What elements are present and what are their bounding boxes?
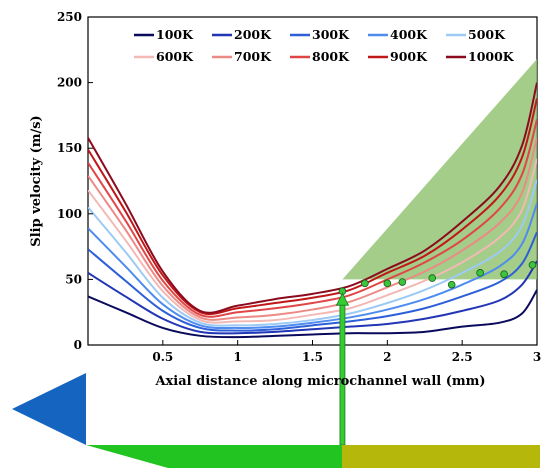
legend-label-400k: 400K: [390, 27, 428, 42]
y-axis-label: Slip velocity (m/s): [29, 115, 44, 246]
y-tick-label: 100: [57, 207, 82, 221]
x-tick-label: 1: [233, 350, 241, 364]
series-line-1000k: [88, 82, 537, 314]
legend: 100K 200K 300K 400K 500K 600K 700K 800K 900K 1000…: [134, 27, 515, 64]
series-line-300k: [88, 231, 537, 332]
y-tick-label: 0: [74, 338, 82, 352]
legend-label-200k: 200K: [234, 27, 272, 42]
series-line-600k: [88, 158, 537, 324]
legend-label-800k: 800K: [312, 49, 350, 64]
y-tick-label: 150: [57, 141, 82, 155]
shaded-region-layer: [342, 58, 537, 280]
legend-label-300k: 300K: [312, 27, 350, 42]
blue-wedge-shape: [12, 373, 86, 445]
legend-label-500k: 500K: [468, 27, 506, 42]
y-tick-label: 50: [65, 272, 82, 286]
axis-layer: 0.5 1 1.5 2 2.5 3 0 50 100 150 200 250: [57, 10, 541, 364]
x-tick-label: 2: [383, 350, 391, 364]
series-line-900k: [88, 98, 537, 316]
series-line-200k: [88, 260, 537, 335]
x-axis-label: Axial distance along microchannel wall (…: [154, 374, 485, 389]
marker-layer: [338, 261, 537, 296]
arrow-head: [335, 292, 350, 306]
legend-label-100k: 100K: [156, 27, 194, 42]
green-wedge-bar: [86, 445, 342, 468]
x-tick-label: 3: [533, 350, 541, 364]
series-layer: [88, 82, 537, 339]
series-line-700k: [88, 137, 537, 321]
x-tick-label: 2.5: [452, 350, 473, 364]
legend-label-700k: 700K: [234, 49, 272, 64]
marker-point-3: [383, 279, 392, 288]
marker-point-9: [528, 261, 537, 269]
marker-point-2: [361, 279, 369, 288]
series-line-400k: [88, 202, 537, 330]
legend-label-1000k: 1000K: [468, 49, 515, 64]
series-line-800k: [88, 119, 537, 318]
series-line-500k: [88, 179, 537, 327]
olive-bar-segment: [342, 445, 540, 468]
shaded-region: [342, 58, 537, 280]
x-tick-label: 0.5: [152, 350, 173, 364]
marker-point-7: [476, 269, 484, 277]
legend-label-600k: 600K: [156, 49, 194, 64]
marker-point-8: [500, 270, 508, 278]
legend-label-900k: 900K: [390, 49, 428, 64]
marker-point-6: [447, 280, 456, 289]
y-tick-label: 200: [57, 76, 82, 90]
marker-point-4: [398, 278, 407, 286]
marker-point-5: [428, 274, 437, 282]
x-tick-label: 1.5: [302, 350, 323, 364]
series-line-100k: [88, 289, 537, 339]
y-tick-label: 250: [57, 10, 82, 24]
